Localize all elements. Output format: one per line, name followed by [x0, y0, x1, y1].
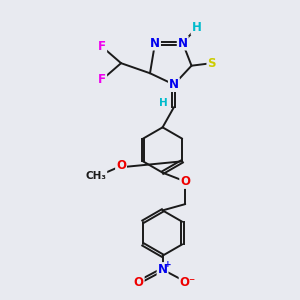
- Text: O⁻: O⁻: [180, 276, 196, 289]
- Text: S: S: [207, 57, 216, 70]
- Text: O: O: [116, 159, 126, 172]
- Text: O: O: [134, 276, 144, 289]
- Text: N: N: [169, 78, 179, 91]
- Text: F: F: [98, 40, 106, 53]
- Text: CH₃: CH₃: [85, 171, 106, 182]
- Text: N: N: [178, 37, 188, 50]
- Text: H: H: [192, 21, 202, 34]
- Text: N: N: [150, 37, 160, 50]
- Text: +: +: [164, 260, 172, 268]
- Text: N: N: [158, 263, 168, 276]
- Text: O: O: [180, 175, 190, 188]
- Text: F: F: [98, 73, 106, 86]
- Text: H: H: [159, 98, 168, 108]
